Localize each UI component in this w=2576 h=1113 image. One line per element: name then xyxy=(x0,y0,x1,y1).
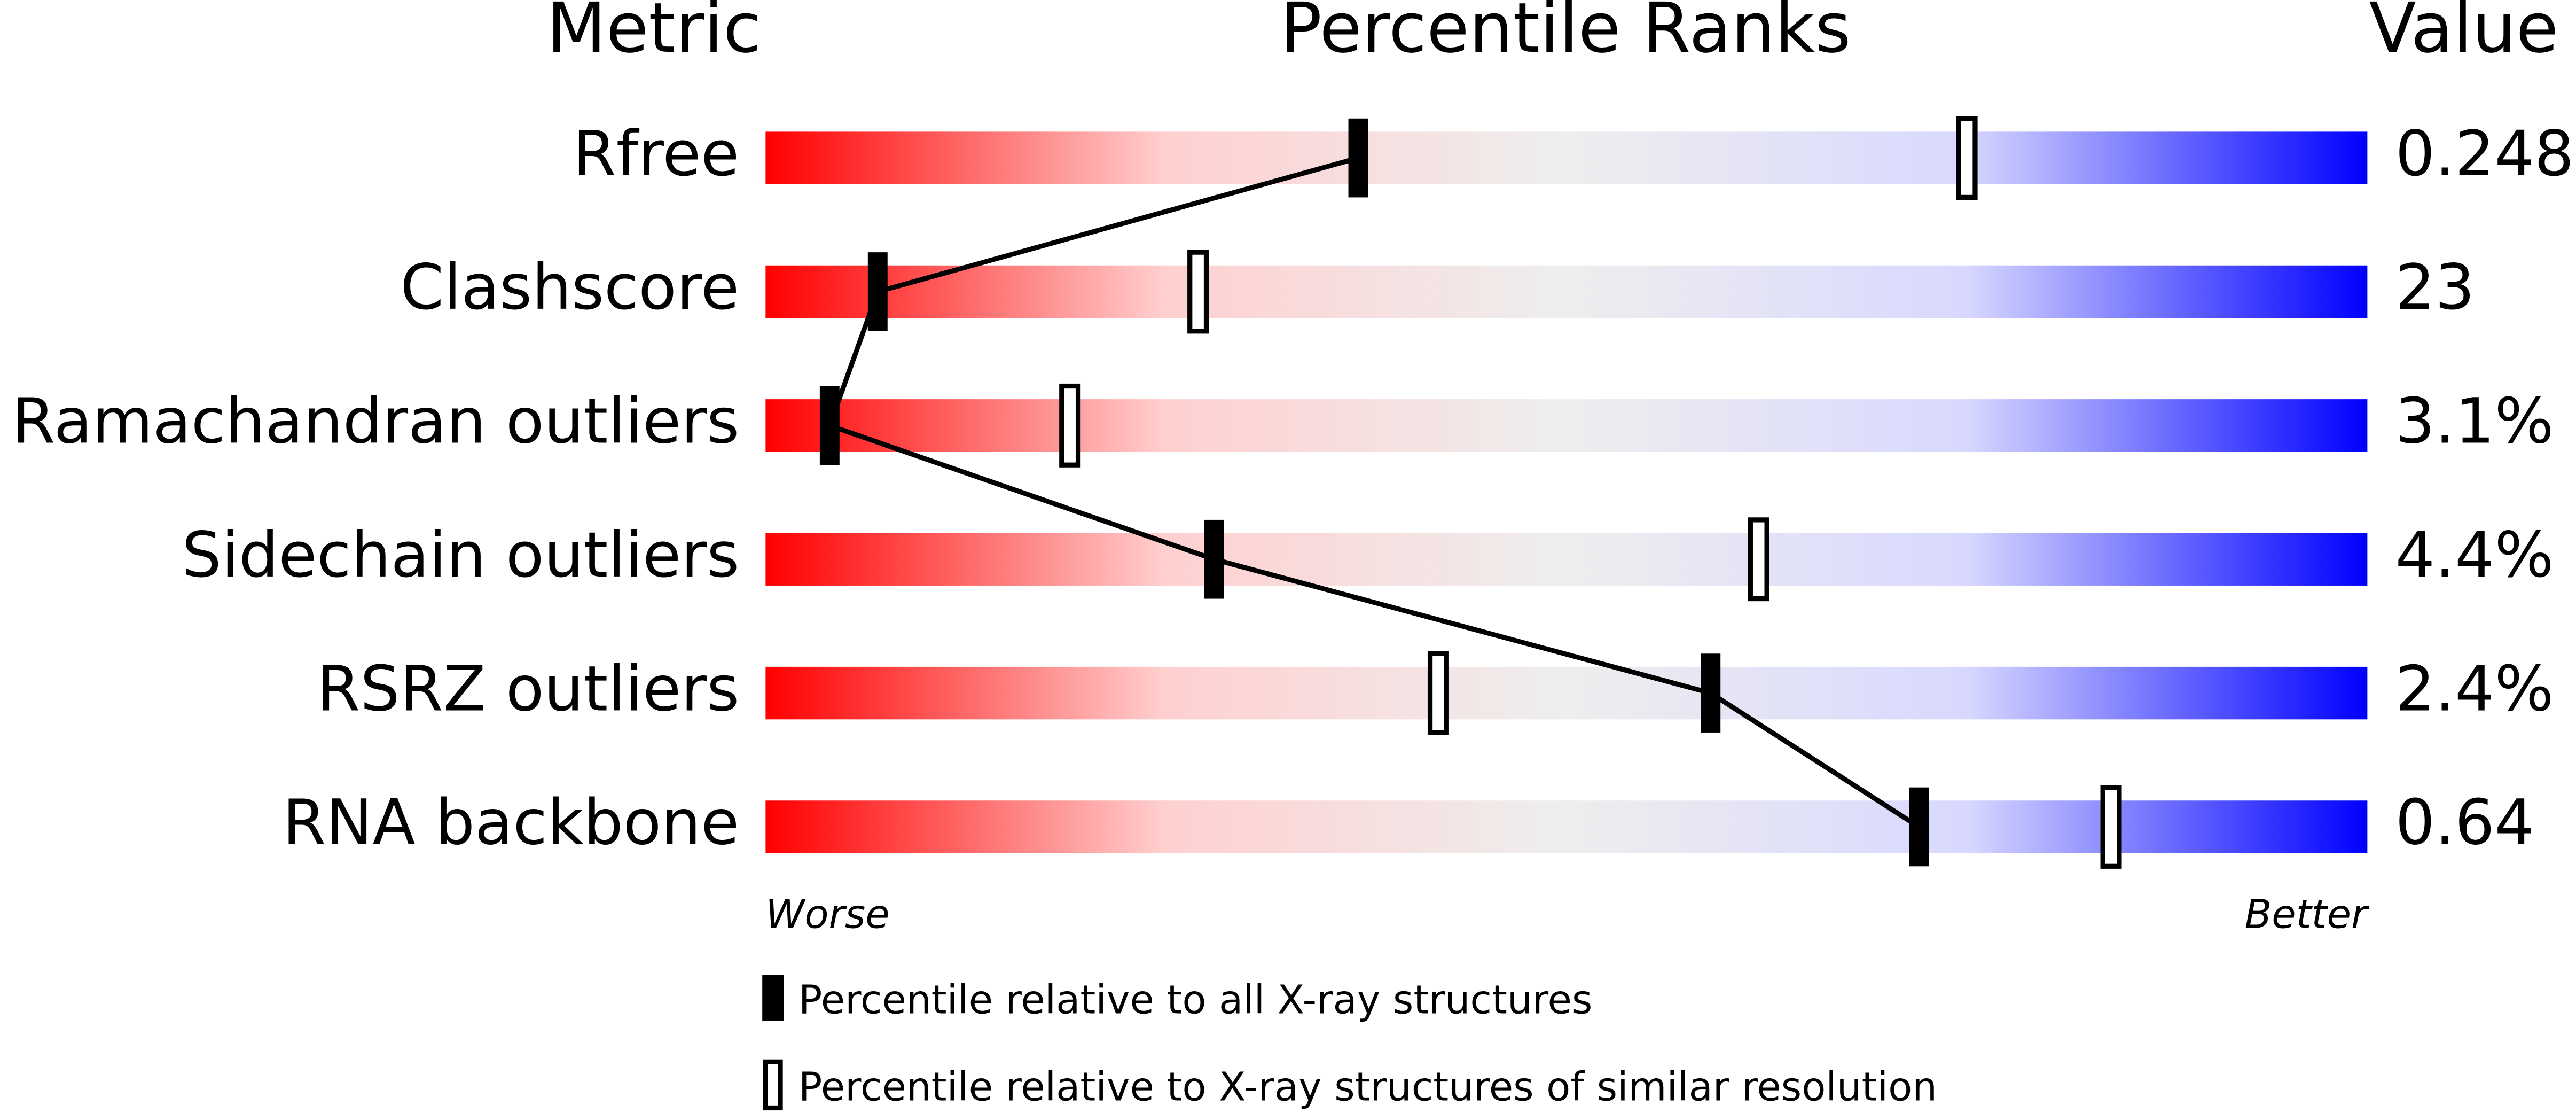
marker-similar xyxy=(1956,116,1978,200)
marker-all xyxy=(819,386,840,465)
percentile-bar xyxy=(765,131,2368,184)
better-label: Better xyxy=(2245,892,2370,938)
metric-value: 0.248 xyxy=(2395,118,2574,190)
legend-swatch xyxy=(763,1059,783,1111)
metric-value: 0.64 xyxy=(2395,787,2534,859)
metric-label: Clashscore xyxy=(400,251,739,324)
metric-label: Sidechain outliers xyxy=(182,519,740,591)
metric-label: RSRZ outliers xyxy=(317,652,739,725)
marker-all xyxy=(867,252,888,331)
metric-label: Ramachandran outliers xyxy=(12,385,739,458)
metric-value: 4.4% xyxy=(2395,519,2554,591)
percentile-bar xyxy=(765,399,2368,452)
marker-all xyxy=(1701,653,1721,733)
percentile-bar xyxy=(765,666,2368,720)
header-percentile: Percentile Ranks xyxy=(1280,0,1851,68)
header-metric: Metric xyxy=(546,0,761,68)
header-value: Value xyxy=(2369,0,2558,68)
connector-line xyxy=(826,155,1921,829)
marker-all xyxy=(1204,519,1224,599)
marker-similar xyxy=(2100,785,2122,869)
marker-similar xyxy=(1059,383,1081,468)
marker-similar xyxy=(1427,651,1449,735)
marker-all xyxy=(1909,787,1929,867)
marker-similar xyxy=(1748,517,1769,602)
legend-label: Percentile relative to X-ray structures … xyxy=(798,1064,1937,1110)
metric-value: 3.1% xyxy=(2395,385,2554,458)
metric-label: RNA backbone xyxy=(283,787,739,859)
metric-value: 23 xyxy=(2395,251,2475,324)
percentile-bar xyxy=(765,265,2368,318)
metric-label: Rfree xyxy=(573,118,739,190)
legend-label: Percentile relative to all X-ray structu… xyxy=(798,977,1592,1023)
metric-value: 2.4% xyxy=(2395,652,2554,725)
marker-similar xyxy=(1187,250,1209,334)
percentile-bar xyxy=(765,800,2368,853)
percentile-bar xyxy=(765,533,2368,586)
legend-swatch xyxy=(762,975,784,1021)
marker-all xyxy=(1348,118,1368,198)
worse-label: Worse xyxy=(765,892,889,938)
